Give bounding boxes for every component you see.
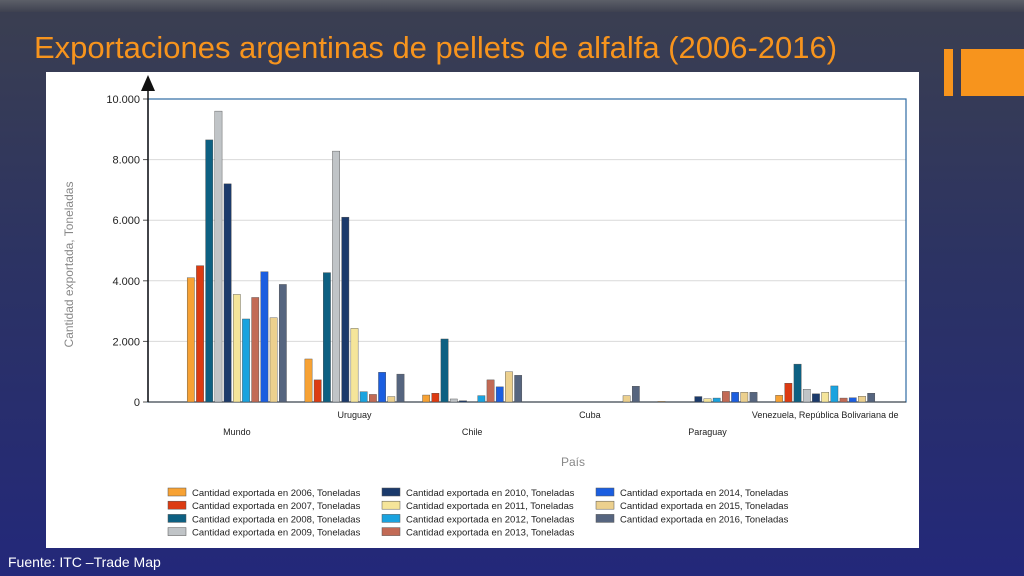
bar — [495, 386, 504, 403]
legend-swatch — [167, 500, 187, 510]
bar — [186, 277, 195, 403]
bar — [304, 358, 313, 403]
bar — [260, 271, 269, 403]
bar — [703, 398, 712, 403]
bar — [722, 391, 730, 403]
legend-label: Cantidad exportada en 2010, Toneladas — [406, 488, 575, 499]
bar — [784, 383, 793, 403]
bar — [232, 294, 241, 403]
y-tick-label: 6.000 — [112, 215, 140, 227]
y-axis-arrow — [141, 75, 155, 91]
bar — [867, 393, 876, 403]
bar — [749, 392, 758, 403]
bar — [712, 397, 721, 403]
bar — [422, 394, 431, 403]
bar — [740, 392, 749, 403]
bar — [341, 216, 350, 403]
bar — [486, 379, 495, 403]
bar — [839, 397, 848, 403]
bar — [369, 394, 377, 403]
legend-swatch — [167, 527, 187, 536]
legend-label: Cantidad exportada en 2009, Toneladas — [192, 528, 361, 539]
bar — [821, 392, 830, 403]
bar — [214, 110, 223, 403]
bar — [196, 265, 204, 403]
legend-swatch — [595, 487, 615, 497]
bar — [657, 401, 666, 403]
bar — [775, 395, 784, 403]
bar — [505, 371, 513, 403]
legend-label: Cantidad exportada en 2015, Toneladas — [620, 501, 789, 512]
x-tick-label: Uruguay — [337, 410, 372, 420]
bar — [802, 389, 811, 403]
bar — [431, 393, 440, 403]
bar — [332, 150, 340, 403]
legend-swatch — [381, 527, 401, 536]
y-tick-label: 0 — [134, 397, 140, 409]
y-tick-label: 4.000 — [112, 276, 140, 288]
legend-label: Cantidad exportada en 2014, Toneladas — [620, 488, 789, 499]
bar — [477, 395, 486, 403]
legend-label: Cantidad exportada en 2011, Toneladas — [406, 501, 574, 512]
logo-box — [961, 49, 1024, 96]
chart-panel: 0 2.000 4.000 6.000 8.000 10.000 Mundo Uruguay C… — [46, 72, 919, 548]
legend-label: Cantidad exportada en 2016, Toneladas — [620, 514, 789, 525]
x-tick-label: Venezuela, República Bolivariana de — [752, 410, 899, 420]
bar — [387, 396, 396, 403]
bar — [731, 392, 739, 403]
bar — [223, 183, 232, 403]
bar — [359, 391, 368, 403]
x-axis-title: País — [561, 455, 585, 469]
bar — [793, 363, 802, 403]
legend-label: Cantidad exportada en 2008, Toneladas — [192, 514, 361, 525]
legend-swatch — [167, 487, 187, 497]
y-tick-label: 2.000 — [112, 336, 140, 348]
bar — [514, 375, 523, 403]
legend-swatch — [381, 514, 401, 523]
bar — [631, 386, 640, 403]
bar — [622, 395, 631, 403]
bar — [858, 396, 866, 403]
bar — [830, 385, 839, 403]
x-tick-label: Paraguay — [688, 427, 727, 437]
legend-label: Cantidad exportada en 2007, Toneladas — [192, 501, 361, 512]
bar — [848, 397, 857, 403]
bar-chart: 0 2.000 4.000 6.000 8.000 10.000 Mundo Uruguay C… — [62, 75, 907, 539]
x-tick-label: Chile — [462, 427, 483, 437]
top-bar — [0, 0, 1024, 12]
bar — [396, 373, 405, 403]
bar — [278, 284, 287, 403]
y-tick-label: 8.000 — [112, 155, 140, 167]
slide-title: Exportaciones argentinas de pellets de a… — [34, 30, 838, 65]
legend-swatch — [381, 500, 401, 510]
bar — [205, 139, 214, 403]
x-tick-label: Mundo — [223, 427, 251, 437]
bar — [323, 272, 331, 403]
bar — [440, 338, 449, 403]
bar — [350, 328, 359, 403]
y-tick-label: 10.000 — [106, 94, 140, 106]
bar — [378, 372, 386, 403]
legend-label: Cantidad exportada en 2012, Toneladas — [406, 514, 575, 525]
bar — [242, 318, 250, 403]
bar — [459, 400, 467, 403]
bar — [251, 297, 260, 403]
logo-bar — [944, 49, 953, 96]
bar — [269, 317, 278, 403]
legend-swatch — [167, 514, 187, 523]
bar — [812, 393, 820, 403]
legend-swatch — [595, 500, 615, 510]
bar — [313, 379, 322, 403]
source-note: Fuente: ITC –Trade Map — [8, 554, 161, 570]
legend-label: Cantidad exportada en 2006, Toneladas — [192, 488, 361, 499]
bar — [694, 396, 703, 403]
orange-bar-logo-icon — [944, 49, 1024, 96]
legend-swatch — [595, 514, 615, 523]
x-tick-label: Cuba — [579, 410, 601, 420]
legend-label: Cantidad exportada en 2013, Toneladas — [406, 528, 575, 539]
y-axis-title: Cantidad exportada, Toneladas — [62, 182, 76, 348]
legend-swatch — [381, 487, 401, 497]
bar — [449, 398, 458, 403]
